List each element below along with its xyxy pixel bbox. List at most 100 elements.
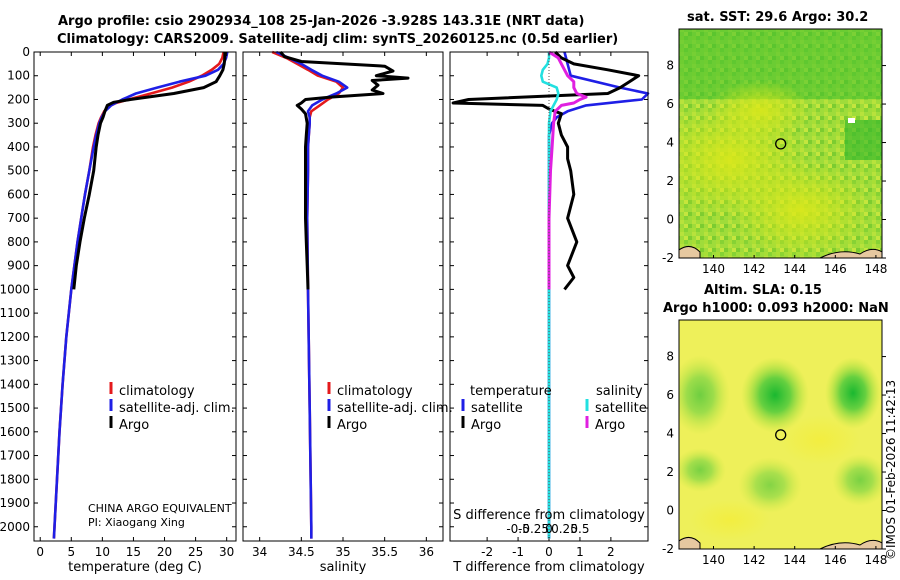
series-line-satellite-adj-clim- bbox=[52, 51, 229, 539]
x-axis-label: temperature (deg C) bbox=[68, 560, 202, 575]
map-y-tick-label: 0 bbox=[666, 504, 674, 518]
sla-map-title-line2: Argo h1000: 0.093 h2000: NaN bbox=[663, 301, 889, 316]
sla-argo-position-marker bbox=[775, 429, 787, 441]
x-tick-label: 34.5 bbox=[288, 545, 315, 559]
series-line-salinity-satellite bbox=[539, 52, 560, 539]
map-y-tick-label: 4 bbox=[666, 427, 674, 441]
map-x-tick-label: 146 bbox=[824, 553, 847, 567]
x2-tick-label: -0.25 bbox=[518, 522, 549, 536]
map-x-tick-label: 142 bbox=[743, 262, 766, 276]
sst-map: 140 142 144 146 148 -2 0 2 4 6 8 bbox=[662, 28, 887, 276]
x-tick-label: 0 bbox=[545, 545, 553, 559]
y-tick-label: 1700 bbox=[0, 449, 30, 463]
x-tick-label: -1 bbox=[512, 545, 524, 559]
y-tick-label: 1800 bbox=[0, 472, 30, 486]
x-tick-label: -2 bbox=[481, 545, 493, 559]
legend-label: Argo bbox=[337, 418, 367, 433]
y-tick-label: 1000 bbox=[0, 282, 30, 296]
series-line-argo bbox=[72, 52, 227, 290]
y-tick-label: 400 bbox=[7, 140, 30, 154]
x-tick-label: 35.5 bbox=[371, 545, 398, 559]
difference-profile-panel: -2 -1 0 1 2T difference from climatology S di… bbox=[449, 50, 650, 575]
x-tick-label: 2 bbox=[607, 545, 615, 559]
x-tick-label: 20 bbox=[157, 545, 172, 559]
y-tick-label: 600 bbox=[7, 187, 30, 201]
map-y-tick-label: 2 bbox=[666, 174, 674, 188]
y-tick-label: 1600 bbox=[0, 425, 30, 439]
x-axis-label: salinity bbox=[320, 560, 367, 575]
legend-label: satellite bbox=[471, 401, 523, 416]
y-tick-label: 1100 bbox=[0, 306, 30, 320]
x-tick-label: 34 bbox=[252, 545, 267, 559]
map-y-tick-label: 6 bbox=[666, 388, 674, 402]
y-tick-label: 2000 bbox=[0, 520, 30, 534]
salinity-profile-panel: 34 34.5 35 35.5 36 salinity climatology satelli… bbox=[242, 50, 453, 575]
figure-title-line2: Climatology: CARS2009. Satellite-adj cli… bbox=[57, 32, 619, 47]
map-x-tick-label: 148 bbox=[864, 553, 887, 567]
y-tick-label: 0 bbox=[22, 45, 30, 59]
plot-frame bbox=[242, 51, 444, 542]
legend-label: climatology bbox=[337, 384, 413, 399]
map-x-tick-label: 142 bbox=[743, 553, 766, 567]
y-tick-label: 100 bbox=[7, 69, 30, 83]
map-y-tick-label: -2 bbox=[662, 542, 674, 556]
y-tick-label: 700 bbox=[7, 211, 30, 225]
map-y-tick-label: 2 bbox=[666, 465, 674, 479]
series-line-satellite-adj-clim- bbox=[275, 50, 349, 539]
map-x-tick-label: 146 bbox=[824, 262, 847, 276]
map-x-tick-label: 140 bbox=[702, 262, 725, 276]
series-line-temperature-argo bbox=[451, 50, 641, 291]
x2-axis-label: S difference from climatology bbox=[453, 508, 645, 523]
legend-label: Argo bbox=[471, 418, 501, 433]
y-tick-label: 300 bbox=[7, 116, 30, 130]
x2-tick-label: 0.25 bbox=[551, 522, 578, 536]
map-x-tick-label: 144 bbox=[783, 262, 806, 276]
series-line-climatology bbox=[52, 51, 225, 539]
map-y-tick-label: 8 bbox=[666, 59, 674, 73]
x-tick-label: 0 bbox=[36, 545, 44, 559]
map-y-tick-label: -2 bbox=[662, 251, 674, 265]
y-tick-label: 900 bbox=[7, 259, 30, 273]
map-x-tick-label: 140 bbox=[702, 553, 725, 567]
map-y-tick-label: 4 bbox=[666, 136, 674, 150]
y-tick-label: 1900 bbox=[0, 496, 30, 510]
x2-tick-label: 0 bbox=[545, 522, 553, 536]
timestamp: ©IMOS 01-Feb-2026 11:42:13 bbox=[884, 379, 898, 560]
x-tick-label: 25 bbox=[188, 545, 203, 559]
map-y-tick-label: 6 bbox=[666, 97, 674, 111]
sla-map-title-line1: Altim. SLA: 0.15 bbox=[704, 283, 822, 298]
x-axis-label: T difference from climatology bbox=[452, 560, 645, 575]
legend-label: Argo bbox=[119, 418, 149, 433]
sla-map: 140 142 144 146 148 -2 0 2 4 6 8 bbox=[662, 319, 887, 567]
legend-label: Argo bbox=[595, 418, 625, 433]
temperature-profile-panel: 0100200300400500600700800900100011001200… bbox=[0, 45, 237, 575]
figure-title-line1: Argo profile: csio 2902934_108 25-Jan-20… bbox=[58, 14, 585, 29]
y-tick-label: 500 bbox=[7, 164, 30, 178]
y-tick-label: 800 bbox=[7, 235, 30, 249]
x-tick-label: 36 bbox=[419, 545, 434, 559]
legend-label: satellite bbox=[595, 401, 647, 416]
credit-line2: PI: Xiaogang Xing bbox=[88, 516, 185, 529]
sst-argo-position-marker bbox=[775, 138, 787, 150]
y-tick-label: 200 bbox=[7, 92, 30, 106]
plot-frame bbox=[33, 51, 237, 542]
series-line-temperature-satellite bbox=[547, 51, 650, 539]
map-x-tick-label: 148 bbox=[864, 262, 887, 276]
legend-heading: temperature bbox=[470, 384, 552, 399]
x-tick-label: 15 bbox=[126, 545, 141, 559]
legend-label: satellite-adj. clim. bbox=[337, 401, 453, 416]
x2-tick-label: 0.5 bbox=[570, 522, 589, 536]
y-tick-label: 1200 bbox=[0, 330, 30, 344]
series-line-argo bbox=[279, 51, 410, 290]
map-y-tick-label: 0 bbox=[666, 213, 674, 227]
y-tick-label: 1300 bbox=[0, 354, 30, 368]
credit-line1: CHINA ARGO EQUIVALENT bbox=[88, 502, 232, 515]
map-x-tick-label: 144 bbox=[783, 553, 806, 567]
x2-tick-label: -0.5 bbox=[506, 522, 529, 536]
series-line-salinity-argo bbox=[547, 50, 588, 290]
legend-label: satellite-adj. clim. bbox=[119, 401, 235, 416]
x-tick-label: 10 bbox=[95, 545, 110, 559]
x-tick-label: 30 bbox=[219, 545, 234, 559]
x-tick-label: 1 bbox=[576, 545, 584, 559]
